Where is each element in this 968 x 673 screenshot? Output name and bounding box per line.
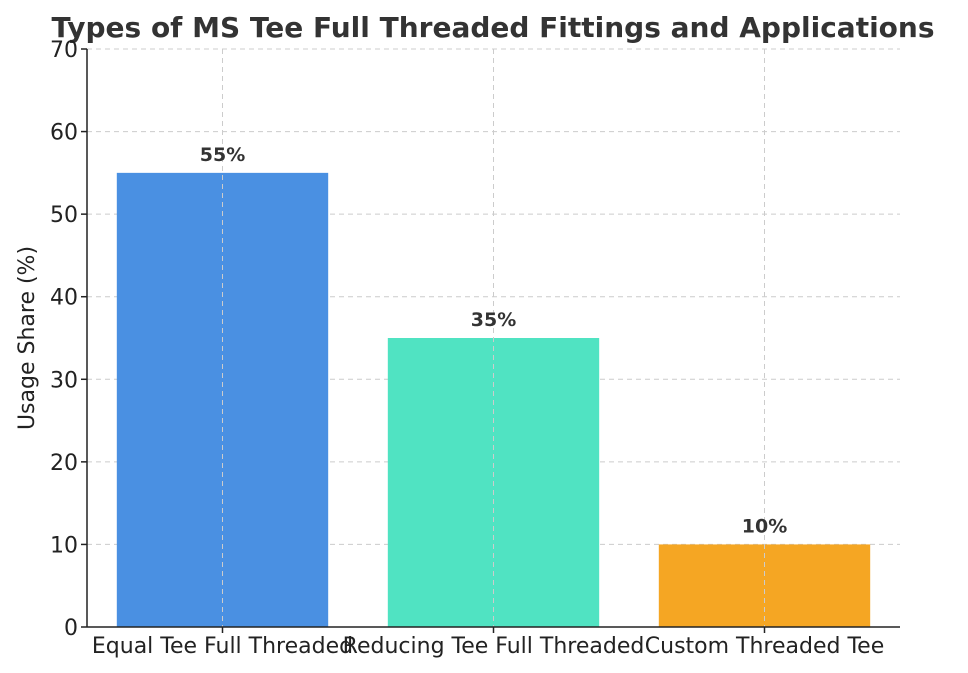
data-labels: 55% 35% 10% bbox=[200, 144, 787, 538]
y-tick-label: 40 bbox=[50, 286, 78, 311]
axes bbox=[81, 48, 900, 633]
y-axis-label: Usage Share (%) bbox=[15, 246, 40, 430]
bar bbox=[658, 544, 871, 627]
data-label: 55% bbox=[200, 144, 245, 166]
chart-title: Types of MS Tee Full Threaded Fittings a… bbox=[51, 11, 934, 44]
data-label: 35% bbox=[471, 309, 516, 331]
y-tick-label: 30 bbox=[50, 368, 78, 393]
data-label: 10% bbox=[742, 515, 787, 537]
x-tick-label: Reducing Tee Full Threaded bbox=[343, 634, 645, 659]
y-tick-labels: 0 10 20 30 40 50 60 70 bbox=[50, 38, 78, 641]
y-tick-label: 0 bbox=[64, 616, 78, 641]
x-tick-label: Equal Tee Full Threaded bbox=[92, 634, 353, 659]
vertical-grid-lines bbox=[222, 49, 765, 627]
y-tick-label: 70 bbox=[50, 38, 78, 63]
x-tick-label: Custom Threaded Tee bbox=[645, 634, 884, 659]
y-tick-label: 10 bbox=[50, 533, 78, 558]
y-tick-label: 50 bbox=[50, 203, 78, 228]
y-tick-label: 60 bbox=[50, 121, 78, 146]
y-tick-label: 20 bbox=[50, 451, 78, 476]
